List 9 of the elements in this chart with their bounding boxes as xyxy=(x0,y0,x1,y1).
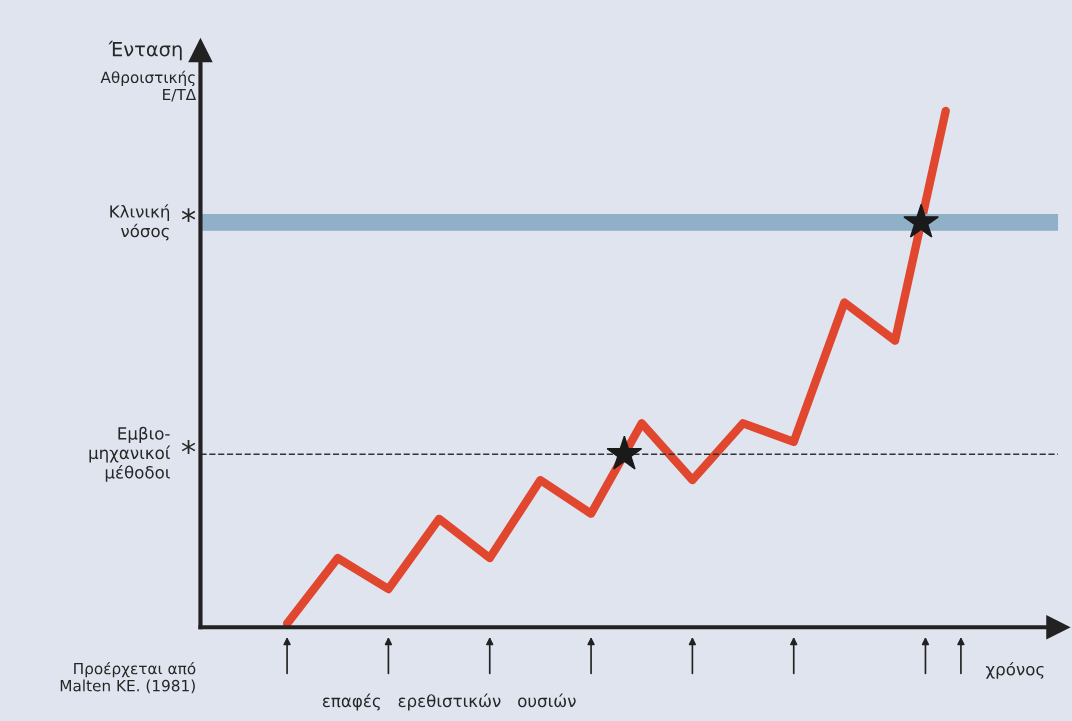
text: Προέρχεται από Malten KE. (1981) xyxy=(60,661,196,694)
ref-line-label: Εμβιο- μηχανικοί μέθοδοι xyxy=(89,426,171,482)
text: Αθροιστικής Ε/ΤΔ xyxy=(100,70,197,102)
x-axis-title: χρόνος xyxy=(985,661,1044,679)
text: επαφές ερεθιστικών ουσιών xyxy=(322,693,576,711)
ref-line-label: Κλινική νόσος xyxy=(110,204,170,241)
text: * xyxy=(181,440,196,454)
text: * xyxy=(181,208,196,223)
y-axis-title: Ένταση xyxy=(108,40,182,61)
